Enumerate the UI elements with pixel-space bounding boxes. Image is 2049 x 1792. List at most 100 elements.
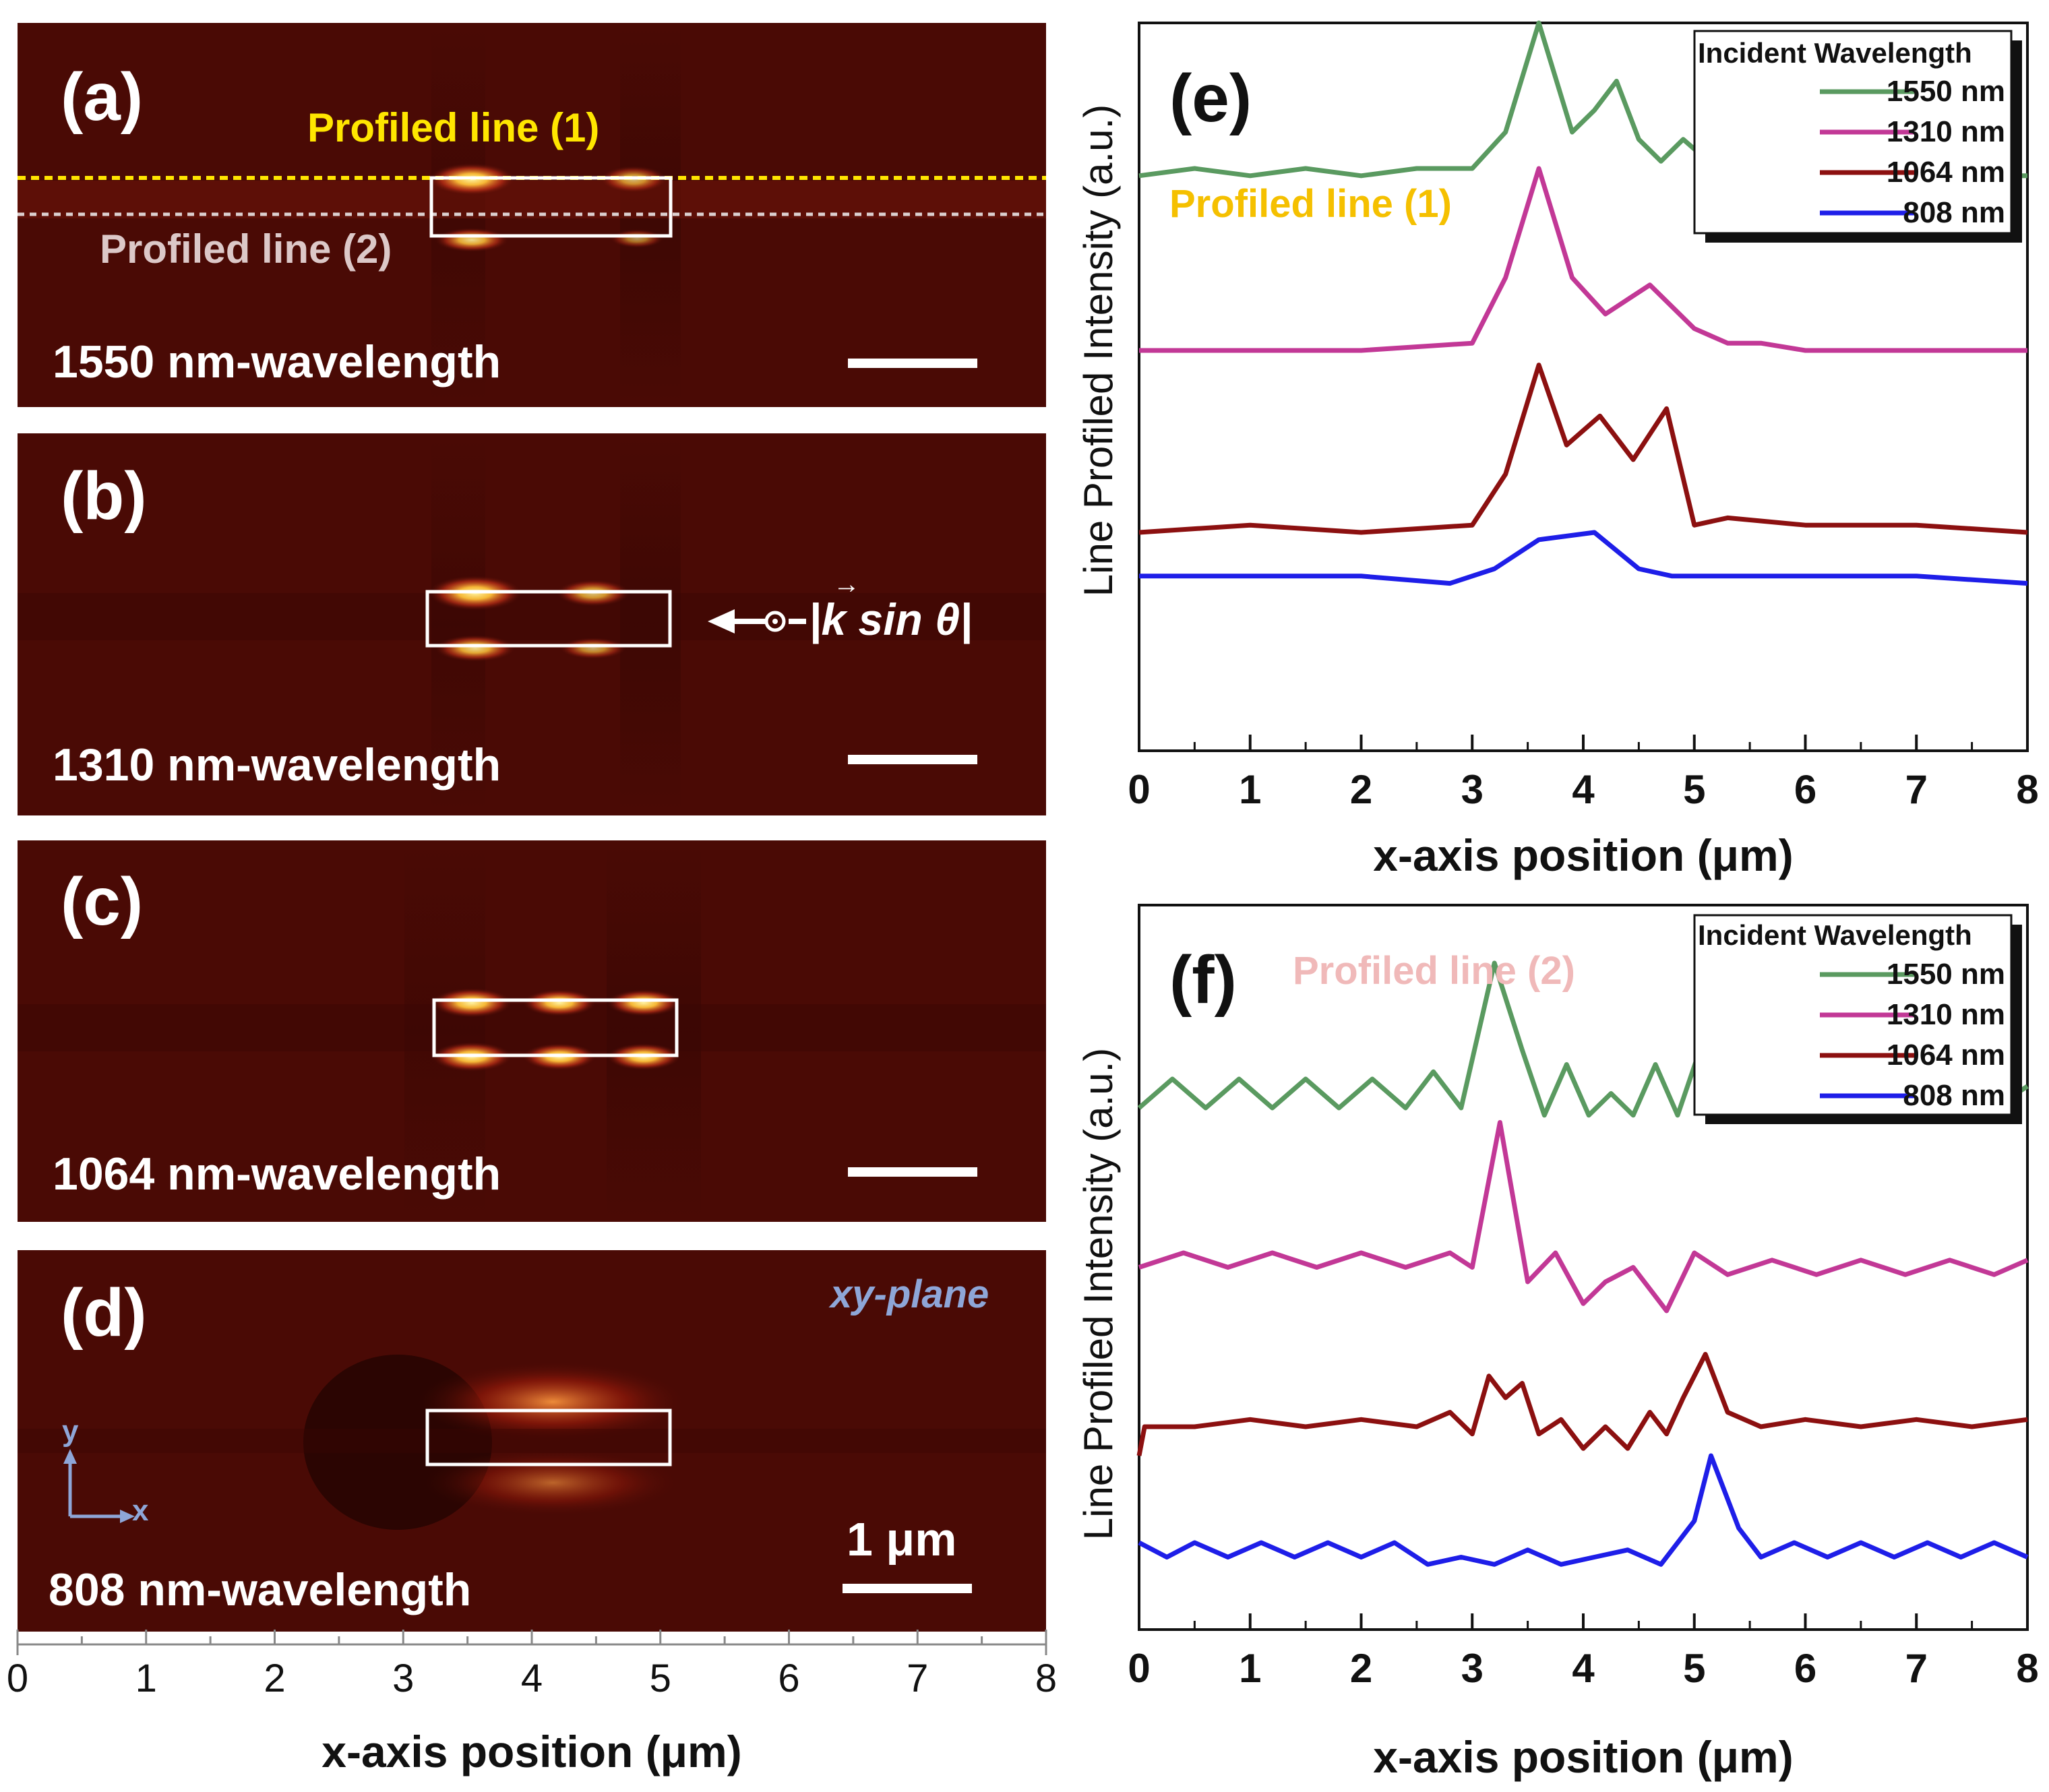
y-axis-title: Line Profiled Intensity (a.u.): [1076, 104, 1121, 596]
legend-entry: 1064 nm: [1887, 1039, 2005, 1072]
panel-label: (f): [1169, 942, 1237, 1018]
field-map-x-axis-title: x-axis position (μm): [322, 1727, 741, 1776]
series-line-1064-nm: [1138, 363, 2028, 535]
x-tick-label: 2: [1350, 1646, 1372, 1691]
x-tick-label: 1: [135, 1657, 157, 1700]
x-tick-label: 0: [7, 1657, 28, 1700]
series-line-1310-nm: [1138, 1120, 2029, 1314]
x-tick-label: 7: [1905, 767, 1928, 812]
profiled-line-1-label: Profiled line (1): [307, 105, 599, 150]
nanostructure-box: [432, 998, 679, 1057]
field-band: [18, 593, 1046, 640]
legend: Incident Wavelength 1550 nm 1310 nm 1064 n…: [1693, 30, 2022, 243]
legend: Incident Wavelength 1550 nm 1310 nm 1064 n…: [1693, 914, 2022, 1124]
x-tick-label: 6: [1794, 1646, 1816, 1691]
panel-label: (b): [61, 458, 147, 534]
x-tick-label: 4: [1572, 1646, 1595, 1691]
x-tick-label: 7: [1905, 1646, 1928, 1691]
x-tick-label: 5: [1683, 1646, 1705, 1691]
panel-label: (a): [61, 59, 143, 135]
panel-label: (d): [61, 1275, 147, 1351]
xy-plane-label: xy-plane: [828, 1272, 989, 1316]
x-tick-label: 5: [650, 1657, 671, 1700]
legend-title: Incident Wavelength: [1698, 919, 1972, 951]
field-map-x-axis: 0 1 2 3 4 5 6 7 8 x-axis position (μm): [7, 1630, 1057, 1776]
hotspot: [435, 228, 509, 252]
legend-title: Incident Wavelength: [1698, 37, 1972, 69]
k-sin-theta-label: |k sin θ|: [809, 594, 972, 644]
scale-bar: [848, 755, 977, 764]
x-tick-label: 4: [1572, 767, 1595, 812]
legend-entry: 1310 nm: [1887, 998, 2005, 1031]
panel-label: (c): [61, 864, 143, 939]
glow-region: [425, 1449, 681, 1516]
hotspot: [559, 638, 627, 659]
nanostructure-box: [425, 590, 672, 648]
legend-entry: 808 nm: [1903, 1079, 2005, 1112]
x-tick-label: 2: [1350, 767, 1372, 812]
scale-bar-label: 1 μm: [847, 1513, 956, 1566]
x-tick-label: 0: [1128, 767, 1150, 812]
x-tick-label: 2: [264, 1657, 285, 1700]
glow-region: [418, 1361, 687, 1442]
x-tick-label: 3: [1461, 767, 1484, 812]
x-tick-label: 7: [907, 1657, 928, 1700]
hotspot: [435, 635, 516, 662]
hotspot: [431, 988, 512, 1018]
legend-entry: 808 nm: [1903, 196, 2005, 229]
hotspot: [610, 229, 664, 248]
legend-entry: 1550 nm: [1887, 958, 2005, 991]
series-line-1064-nm: [1136, 1352, 2028, 1456]
axis-y-label: y: [62, 1415, 79, 1448]
scale-bar: [848, 1167, 977, 1177]
wavelength-label: 1064 nm-wavelength: [53, 1148, 501, 1200]
wavelength-label: 1310 nm-wavelength: [53, 739, 501, 791]
profiled-line-2-label: Profiled line (2): [100, 226, 392, 272]
x-tick-label: 8: [1035, 1657, 1057, 1700]
field-map-panel-a: (a) Profiled line (1) Profiled line (2) …: [18, 23, 1046, 407]
x-tick-label: 5: [1683, 767, 1705, 812]
chart-e: 0 1 2 3 4 5 6 7 8 (e) Profiled line (1) Line Pro…: [1076, 20, 2039, 880]
field-band: [18, 181, 1046, 218]
series-line-1310-nm: [1139, 166, 2027, 353]
series-line-808-nm: [1139, 530, 2028, 586]
nanostructure-box: [425, 1409, 672, 1466]
x-axis-title: x-axis position (μm): [1373, 1732, 1793, 1782]
panel-label: (e): [1169, 61, 1252, 136]
x-tick-label: 1: [1239, 1646, 1261, 1691]
x-axis-title: x-axis position (μm): [1373, 830, 1793, 880]
chart-f: 0 1 2 3 4 5 6 7 8 (f) Profiled line (2) Line Pro…: [1076, 904, 2039, 1782]
field-map-panel-d: (d) xy-plane y x 808 nm-wavelength 1 μm: [18, 1250, 1046, 1632]
legend-entry: 1310 nm: [1887, 115, 2005, 148]
x-tick-label: 6: [1794, 767, 1816, 812]
k-vector-annotation: |k sin θ| →: [708, 569, 972, 644]
field-map-panel-c: (c) 1064 nm-wavelength: [18, 840, 1046, 1222]
x-tick-label: 3: [1461, 1646, 1484, 1691]
legend-entry: 1550 nm: [1887, 75, 2005, 108]
hotspot: [522, 989, 597, 1016]
hotspot: [607, 989, 681, 1016]
profiled-line-annotation: Profiled line (2): [1293, 949, 1575, 993]
field-band: [18, 1429, 1046, 1453]
scale-bar: [848, 359, 977, 368]
x-tick-label: 6: [778, 1657, 799, 1700]
profiled-line-annotation: Profiled line (1): [1169, 182, 1452, 226]
x-tick-label: 3: [392, 1657, 414, 1700]
legend-entry: 1064 nm: [1887, 156, 2005, 189]
axis-x-label: x: [132, 1494, 149, 1527]
field-map-panel-b: (b) |k sin θ| → 1310 nm-wavelength: [18, 433, 1046, 815]
k-vector-arrow-icon: →: [833, 569, 860, 599]
x-tick-label: 1: [1239, 767, 1261, 812]
field-band: [18, 1004, 1046, 1051]
x-tick-label: 8: [2016, 767, 2038, 812]
scale-bar: [843, 1584, 972, 1593]
x-tick-label: 4: [521, 1657, 543, 1700]
y-axis-title: Line Profiled Intensity (a.u.): [1076, 1048, 1121, 1540]
x-tick-label: 8: [2016, 1646, 2038, 1691]
nanostructure-box: [429, 176, 673, 238]
x-tick-label: 0: [1128, 1646, 1150, 1691]
wavelength-label: 808 nm-wavelength: [49, 1564, 471, 1615]
axes-indicator: y x: [62, 1415, 149, 1527]
series-line-808-nm: [1138, 1453, 2029, 1567]
